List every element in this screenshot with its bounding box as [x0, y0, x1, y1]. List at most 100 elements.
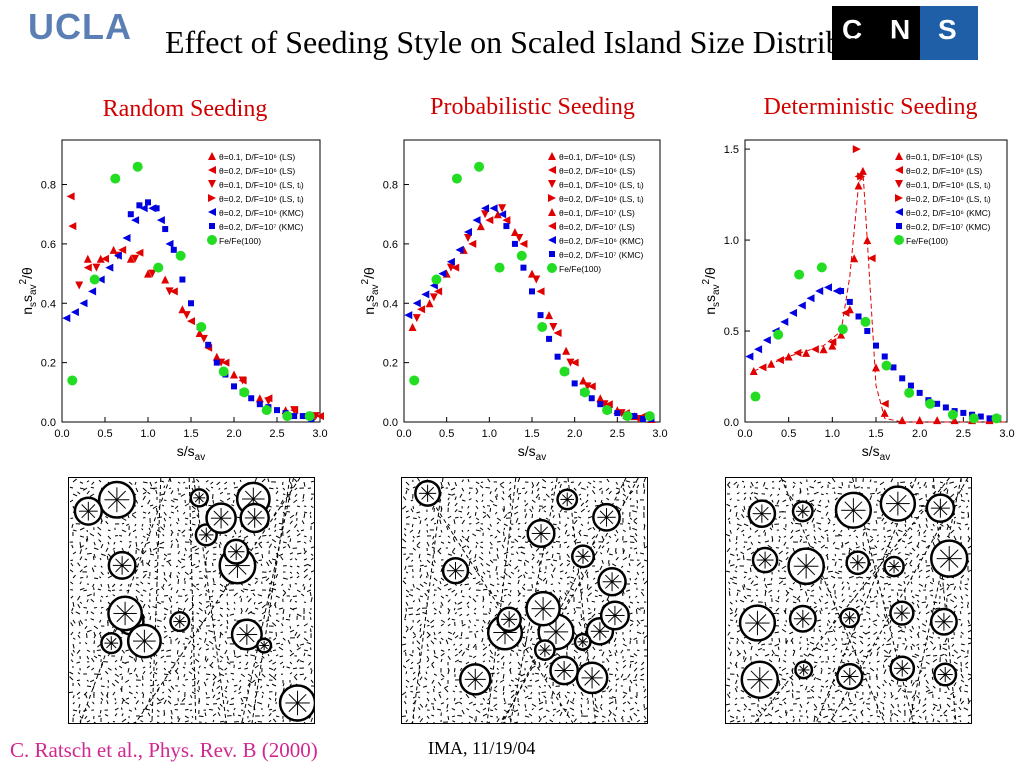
texture-stroke	[636, 499, 639, 504]
texture-stroke	[261, 714, 265, 717]
island-spoke	[534, 526, 542, 534]
texture-stroke	[440, 595, 445, 599]
texture-stroke	[910, 645, 913, 651]
texture-stroke	[430, 517, 435, 521]
data-point	[873, 342, 879, 349]
texture-stroke	[587, 721, 592, 725]
texture-stroke	[440, 507, 443, 513]
texture-stroke	[289, 649, 293, 653]
texture-stroke	[197, 671, 200, 675]
texture-stroke	[267, 703, 270, 708]
texture-stroke	[219, 589, 225, 593]
texture-stroke	[177, 571, 181, 575]
texture-stroke	[86, 593, 92, 597]
texture-stroke	[275, 499, 279, 502]
texture-stroke	[433, 673, 438, 676]
texture-stroke	[128, 685, 131, 688]
texture-stroke	[559, 711, 563, 717]
texture-stroke	[848, 713, 853, 717]
texture-stroke	[475, 541, 479, 545]
texture-stroke	[309, 515, 312, 519]
texture-stroke	[909, 559, 913, 565]
texture-stroke	[142, 570, 148, 573]
island-spoke	[540, 533, 548, 541]
texture-stroke	[904, 645, 908, 651]
y-tick-label: 0.2	[41, 358, 56, 370]
texture-stroke	[489, 655, 494, 659]
texture-stroke	[166, 559, 172, 563]
texture-stroke	[79, 581, 82, 585]
data-point	[846, 298, 853, 305]
texture-stroke	[967, 700, 971, 705]
texture-stroke	[897, 538, 901, 543]
texture-stroke	[781, 628, 787, 633]
texture-stroke	[890, 631, 893, 635]
legend-marker	[208, 166, 216, 174]
texture-stroke	[107, 589, 112, 592]
texture-stroke	[503, 537, 507, 543]
texture-stroke	[486, 570, 491, 573]
texture-stroke	[196, 583, 200, 586]
texture-stroke	[743, 708, 746, 711]
texture-stroke	[454, 592, 458, 597]
texture-stroke	[524, 715, 530, 718]
texture-stroke	[925, 545, 930, 549]
texture-stroke	[176, 575, 179, 579]
texture-stroke	[967, 515, 970, 519]
texture-stroke	[852, 641, 857, 645]
data-point	[566, 358, 575, 367]
data-point	[132, 161, 143, 172]
texture-stroke	[523, 562, 526, 567]
texture-stroke	[629, 637, 632, 641]
texture-stroke	[402, 636, 407, 639]
texture-stroke	[289, 629, 295, 633]
texture-stroke	[832, 667, 836, 673]
texture-stroke	[636, 601, 640, 604]
texture-stroke	[608, 679, 611, 683]
x-axis-label: s/sav	[862, 443, 890, 463]
data-point	[156, 216, 165, 225]
texture-stroke	[438, 631, 442, 634]
texture-stroke	[823, 577, 829, 580]
texture-stroke	[600, 499, 603, 504]
texture-stroke	[580, 591, 583, 597]
texture-stroke	[472, 655, 477, 659]
texture-stroke	[960, 700, 965, 705]
island-spoke	[81, 504, 89, 512]
texture-stroke	[78, 709, 81, 714]
data-point	[828, 337, 837, 346]
texture-stroke	[260, 563, 263, 567]
texture-stroke	[832, 541, 836, 545]
texture-stroke	[827, 693, 831, 699]
texture-stroke	[481, 493, 484, 497]
texture-stroke	[792, 651, 796, 657]
texture-stroke	[468, 515, 472, 519]
texture-stroke	[86, 535, 89, 541]
texture-stroke	[725, 533, 731, 537]
texture-stroke	[252, 592, 256, 597]
texture-stroke	[198, 593, 203, 597]
texture-stroke	[742, 585, 745, 591]
texture-stroke	[750, 599, 754, 603]
texture-stroke	[517, 492, 522, 495]
texture-stroke	[278, 522, 284, 525]
texture-stroke	[212, 694, 216, 699]
texture-stroke	[636, 607, 641, 611]
texture-stroke	[608, 553, 613, 556]
texture-stroke	[594, 697, 597, 702]
texture-stroke	[306, 589, 312, 593]
texture-stroke	[640, 591, 645, 597]
texture-stroke	[440, 601, 444, 607]
texture-stroke	[265, 577, 270, 582]
texture-stroke	[410, 508, 414, 513]
texture-stroke	[601, 545, 605, 549]
texture-stroke	[90, 598, 95, 603]
texture-stroke	[496, 529, 501, 534]
texture-stroke	[247, 673, 252, 677]
texture-stroke	[282, 577, 288, 580]
texture-stroke	[555, 540, 561, 543]
texture-stroke	[461, 623, 466, 627]
texture-stroke	[911, 655, 917, 658]
texture-stroke	[876, 613, 880, 618]
texture-stroke	[105, 516, 109, 519]
